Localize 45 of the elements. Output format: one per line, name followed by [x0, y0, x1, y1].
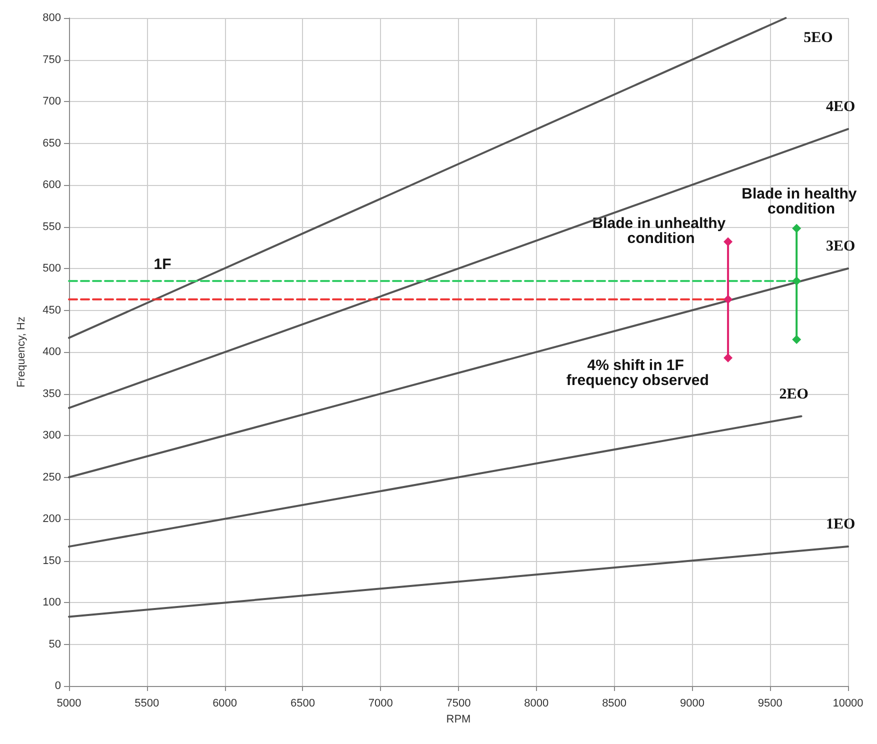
x-tick-label: 10000 — [832, 698, 864, 710]
y-tick-label: 0 — [54, 680, 61, 692]
point — [724, 353, 733, 362]
x-axis-title: RPM — [446, 713, 471, 726]
y-tick-label: 800 — [42, 12, 61, 24]
y-tick-label: 300 — [42, 430, 61, 442]
y-tick-label: 450 — [42, 304, 61, 316]
series-label: 1EO — [826, 516, 856, 533]
annotation: 4% shift in 1F frequency observed — [566, 356, 709, 389]
y-tick-label: 700 — [42, 96, 61, 108]
y-tick-label: 400 — [42, 346, 61, 358]
annotation: Blade in healthy condition — [742, 186, 861, 218]
x-tick-label: 9500 — [758, 698, 782, 710]
y-tick-label: 750 — [42, 54, 61, 66]
y-tick-label: 500 — [42, 262, 61, 274]
x-tick-label: 7500 — [446, 698, 471, 710]
series-label: 5EO — [804, 30, 833, 46]
y-tick-label: 550 — [42, 220, 61, 233]
y-tick-label: 250 — [42, 471, 61, 484]
y-axis-title: Frequency, Hz — [16, 316, 28, 388]
y-tick-label: 100 — [42, 596, 61, 608]
annotation: Blade in unhealthy condition — [592, 214, 730, 247]
y-tick-label: 600 — [42, 179, 61, 191]
x-tick-label: 8500 — [602, 698, 627, 710]
y-tick-label: 200 — [42, 513, 61, 525]
x-tick-label: 7000 — [368, 698, 393, 710]
point — [792, 334, 802, 344]
y-tick-label: 50 — [48, 638, 61, 650]
y-tick-label: 650 — [42, 137, 61, 150]
point — [792, 276, 802, 286]
point — [724, 294, 733, 304]
series-label: 4EO — [826, 99, 856, 116]
x-tick-label: 5500 — [134, 698, 160, 710]
y-tick-label: 150 — [42, 554, 61, 567]
series-label: 3EO — [826, 238, 856, 254]
point — [724, 237, 733, 246]
x-tick-label: 6500 — [290, 698, 315, 710]
x-tick-label: 6000 — [212, 698, 238, 710]
y-tick-label: 350 — [42, 388, 61, 400]
annotation: 1F — [154, 256, 172, 273]
x-tick-label: 5000 — [56, 698, 82, 710]
point — [792, 224, 802, 233]
series-label: 2EO — [779, 386, 808, 402]
x-tick-label: 8000 — [524, 698, 549, 710]
x-tick-label: 9000 — [680, 698, 704, 710]
